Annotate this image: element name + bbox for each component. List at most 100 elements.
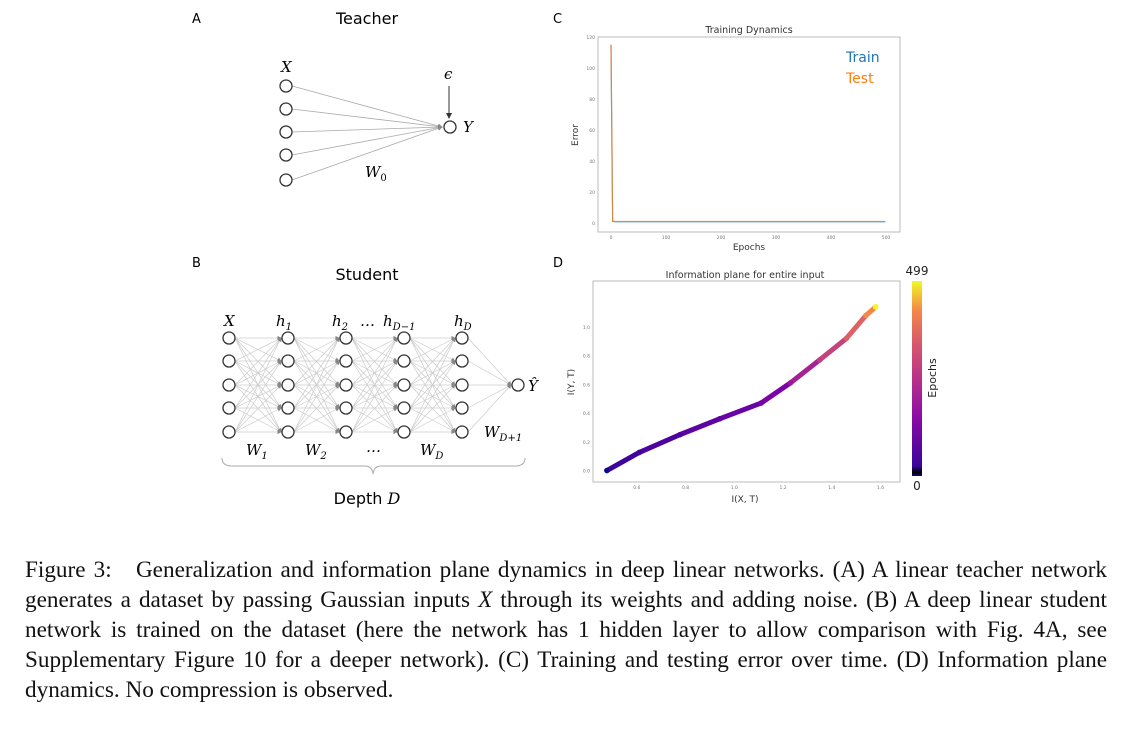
weight-label: WD (420, 441, 443, 462)
neuron-node (397, 425, 411, 439)
y-tick-label: 60 (589, 128, 595, 134)
y-tick-label: 0 (592, 221, 595, 227)
weight-edge (291, 108, 443, 129)
trajectory-segment (787, 357, 823, 386)
layer-label: hD−1 (383, 312, 415, 333)
trajectory-point (677, 431, 683, 438)
input-label: X (280, 58, 293, 76)
x-tick-label: 400 (827, 235, 836, 241)
neuron-node (511, 378, 525, 392)
x-tick-label: 100 (662, 235, 671, 241)
trajectory-segment (843, 312, 869, 341)
legend-entry-train: Train (845, 50, 880, 66)
weight-edge (467, 384, 512, 409)
weight-edge (351, 337, 398, 433)
x-tick-label: 300 (772, 235, 781, 241)
weight-label-main: W (484, 423, 501, 441)
weight-edge (351, 337, 398, 386)
y-tick-label: 0.8 (583, 354, 590, 360)
y-tick-label: 0.0 (583, 469, 590, 475)
weight-edge (409, 360, 456, 433)
weight-label-sub: D (434, 451, 443, 462)
y-tick-label: 120 (586, 35, 595, 41)
neuron-node (279, 125, 293, 139)
weight-label: WD+1 (484, 423, 522, 444)
x-tick-label: 1.0 (731, 485, 738, 491)
neuron-node (281, 378, 295, 392)
legend-entry-test: Test (845, 71, 874, 87)
trajectory-point (758, 400, 764, 406)
weight-edge (293, 337, 340, 433)
series-line-test (610, 44, 886, 223)
panel-title: Teacher (335, 9, 398, 28)
panel-letter: D (553, 256, 563, 271)
weight-label-sub: 2 (319, 451, 326, 462)
neuron-node (397, 331, 411, 345)
caption-variable: X (478, 587, 493, 613)
trajectory-point (863, 312, 869, 319)
layer-label-sub: D−1 (392, 322, 416, 333)
neuron-node (339, 401, 353, 415)
weight-edge (409, 337, 456, 409)
layer-label-sub: 1 (286, 322, 292, 333)
weight-edge (467, 384, 512, 433)
layer-label-main: h (383, 312, 393, 330)
colorbar-label: Epochs (926, 358, 939, 398)
neuron-node (339, 354, 353, 368)
weight-edge (467, 360, 512, 386)
neuron-node (397, 401, 411, 415)
weight-edge (351, 407, 398, 433)
x-axis-label: I(X, T) (731, 495, 758, 505)
weight-edge (467, 337, 512, 386)
y-tick-label: 1.0 (583, 325, 590, 331)
layer-label: … (360, 312, 375, 330)
neuron-node (455, 331, 469, 345)
weight-edge (351, 384, 398, 433)
panel-title: Student (336, 265, 399, 284)
trajectory-point (604, 467, 610, 474)
neuron-node (222, 331, 236, 345)
weight-edge (293, 337, 340, 409)
panel-letter: C (553, 12, 562, 27)
neuron-node (455, 401, 469, 415)
trajectory-segment (604, 449, 642, 474)
panel-letter: A (192, 12, 201, 27)
layer-label: h1 (276, 312, 292, 333)
plot-frame (592, 280, 901, 483)
panel-letter: B (192, 256, 201, 271)
neuron-node (397, 378, 411, 392)
y-tick-label: 100 (586, 66, 595, 72)
trajectory-point (843, 335, 850, 342)
layer-label-main: X (223, 312, 236, 330)
neuron-node (281, 331, 295, 345)
weight-edge (234, 337, 282, 386)
neuron-node (222, 401, 236, 415)
weight-edge (234, 360, 282, 433)
neuron-node (281, 354, 295, 368)
trajectory-segment (717, 400, 764, 422)
y-tick-label: 40 (589, 159, 595, 165)
neuron-node (222, 354, 236, 368)
weight-edge (351, 337, 398, 362)
layer-label-main: … (360, 312, 375, 330)
depth-label: Depth D (334, 489, 401, 508)
trajectory-segment (758, 380, 793, 406)
layer-label: hD (454, 312, 472, 333)
trajectory-point (872, 304, 879, 310)
neuron-node (339, 425, 353, 439)
trajectory-point (636, 449, 643, 456)
y-tick-label: 0.6 (583, 382, 590, 388)
weight-edge (234, 337, 282, 409)
y-tick-label: 80 (589, 97, 595, 103)
weight-edge (234, 384, 282, 433)
neuron-node (222, 425, 236, 439)
y-tick-label: 0.2 (583, 440, 590, 446)
neuron-node (455, 354, 469, 368)
neuron-node (281, 401, 295, 415)
trajectory-point (816, 357, 823, 363)
neuron-node (279, 148, 293, 162)
x-tick-label: 1.6 (877, 485, 884, 491)
weight-edge (409, 407, 456, 433)
